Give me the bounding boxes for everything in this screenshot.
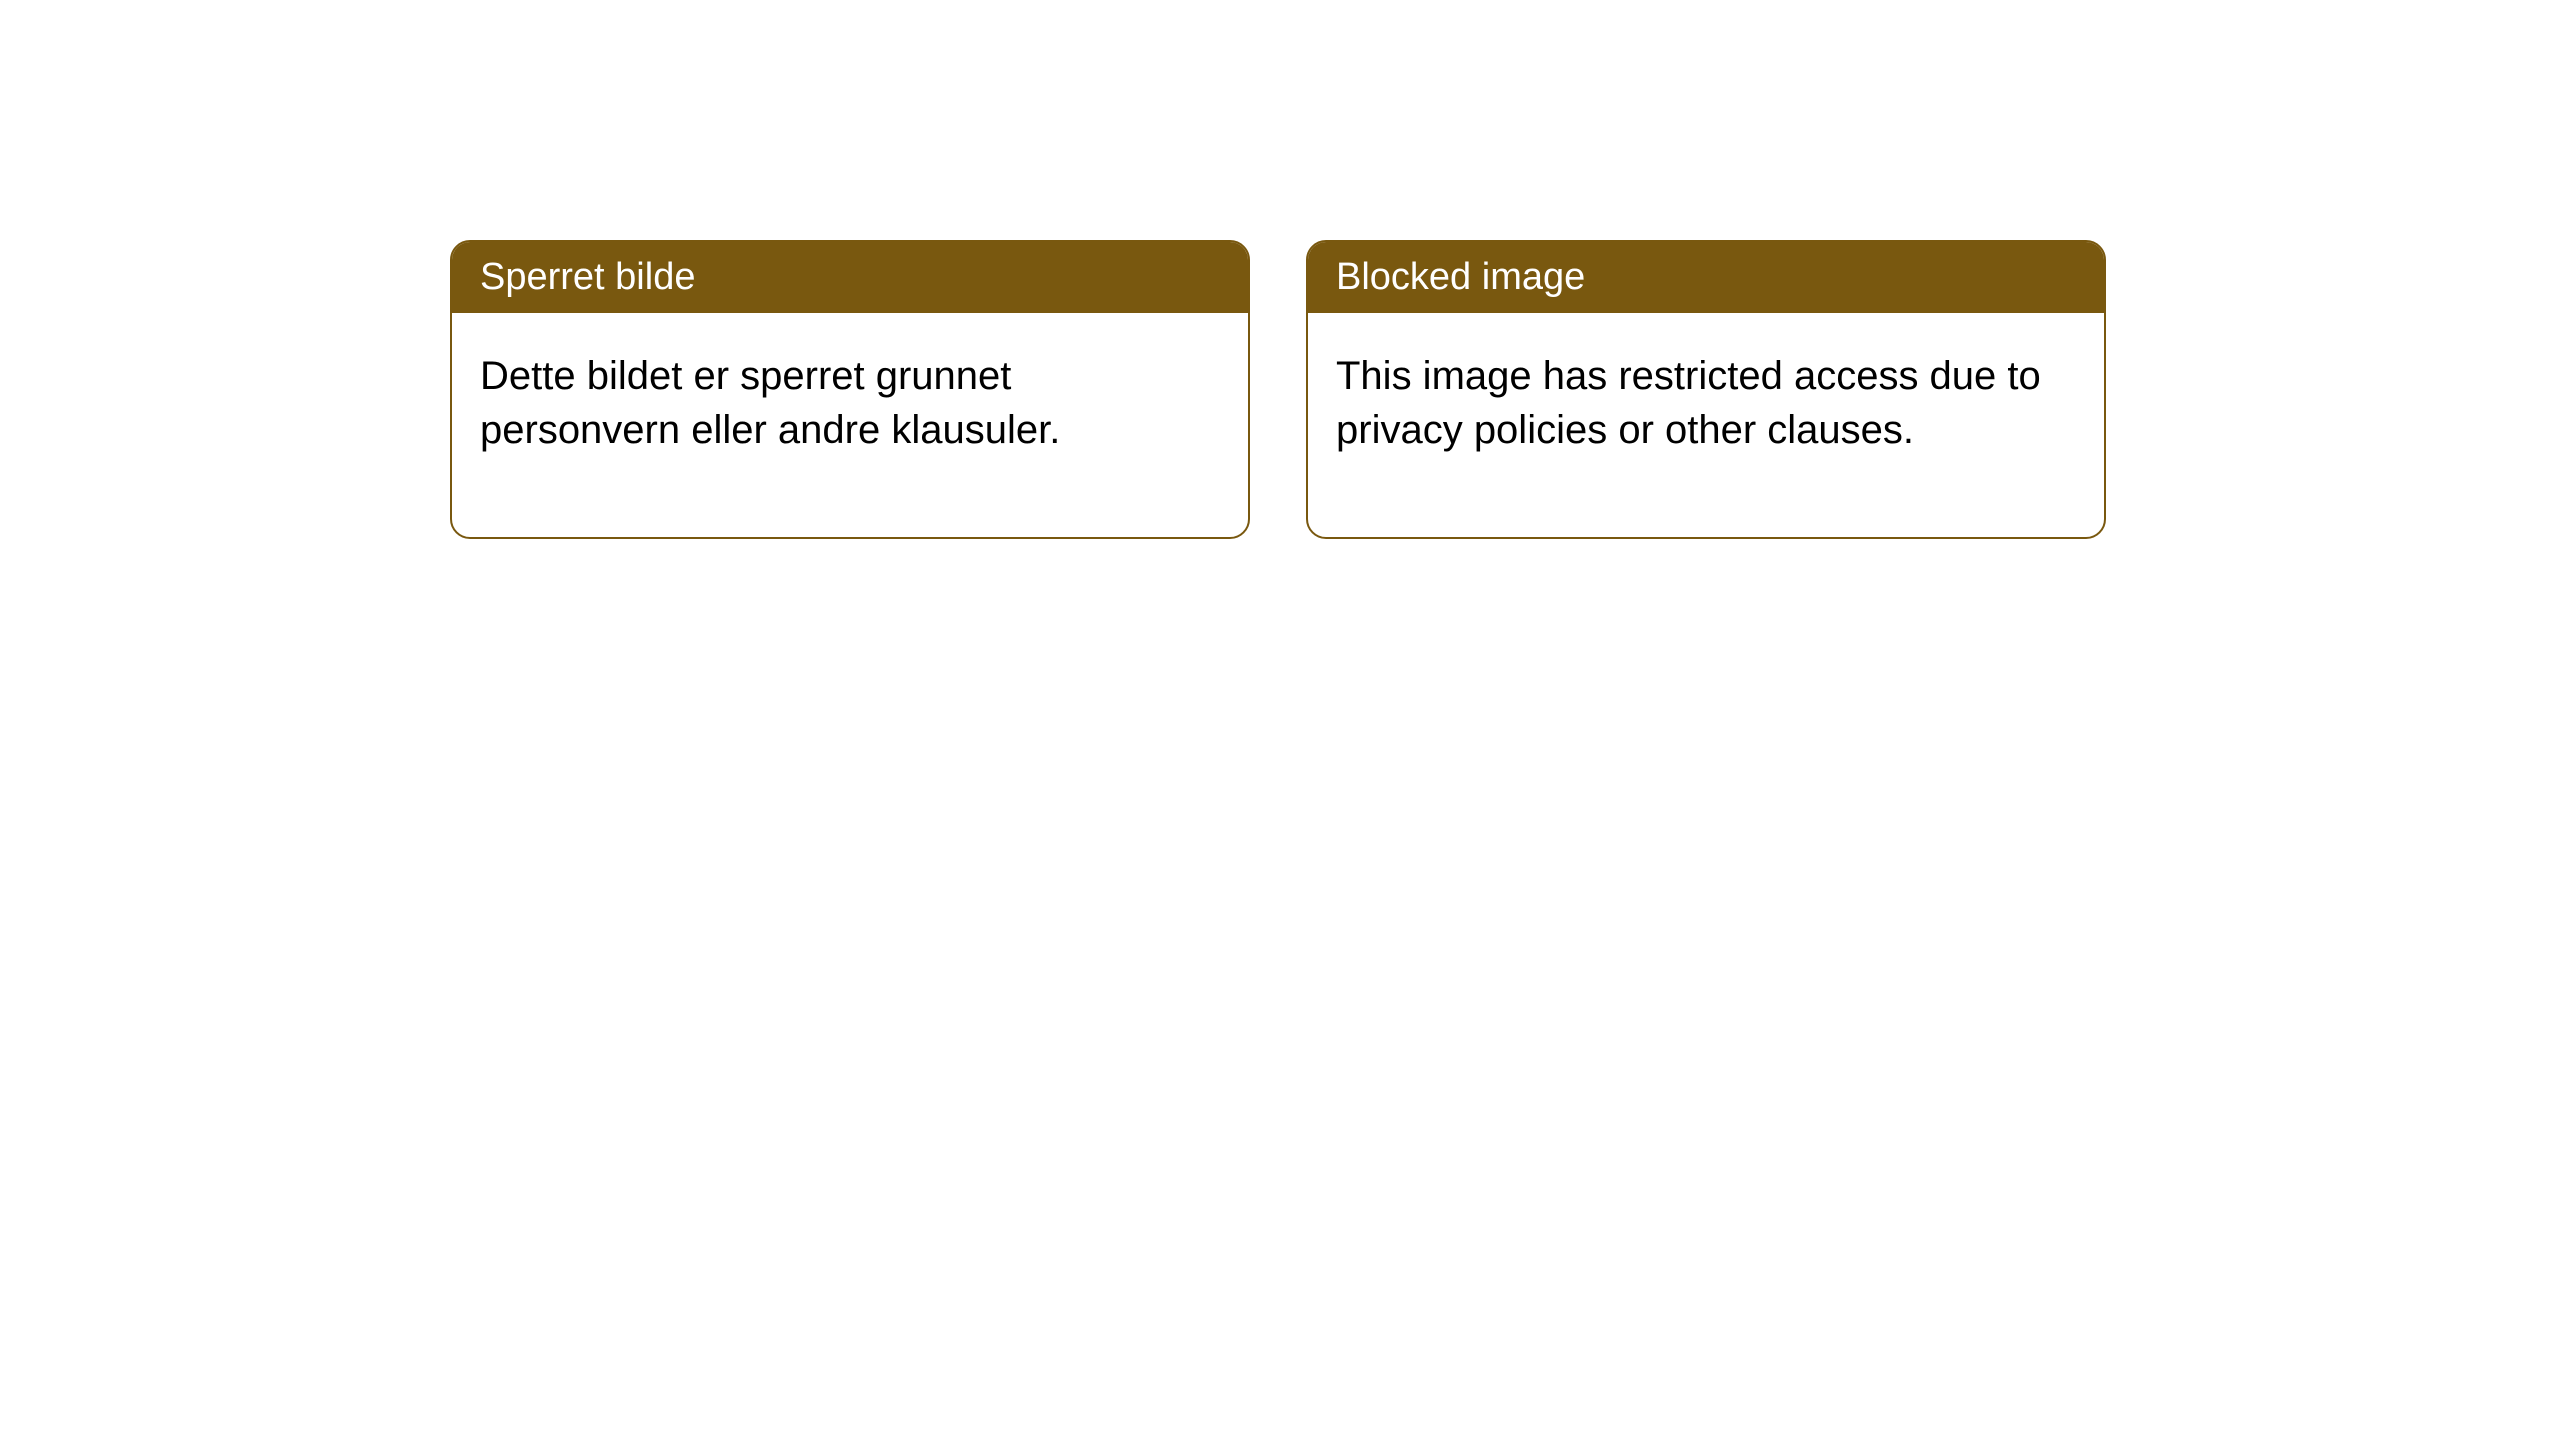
notice-container: Sperret bilde Dette bildet er sperret gr… bbox=[450, 240, 2106, 539]
card-title: Blocked image bbox=[1336, 256, 1585, 298]
card-header: Blocked image bbox=[1308, 242, 2104, 313]
card-title: Sperret bilde bbox=[480, 256, 695, 298]
card-body: Dette bildet er sperret grunnet personve… bbox=[452, 313, 1248, 537]
notice-card-english: Blocked image This image has restricted … bbox=[1306, 240, 2106, 539]
notice-card-norwegian: Sperret bilde Dette bildet er sperret gr… bbox=[450, 240, 1250, 539]
card-body-text: Dette bildet er sperret grunnet personve… bbox=[480, 354, 1060, 452]
card-header: Sperret bilde bbox=[452, 242, 1248, 313]
card-body: This image has restricted access due to … bbox=[1308, 313, 2104, 537]
card-body-text: This image has restricted access due to … bbox=[1336, 354, 2041, 452]
